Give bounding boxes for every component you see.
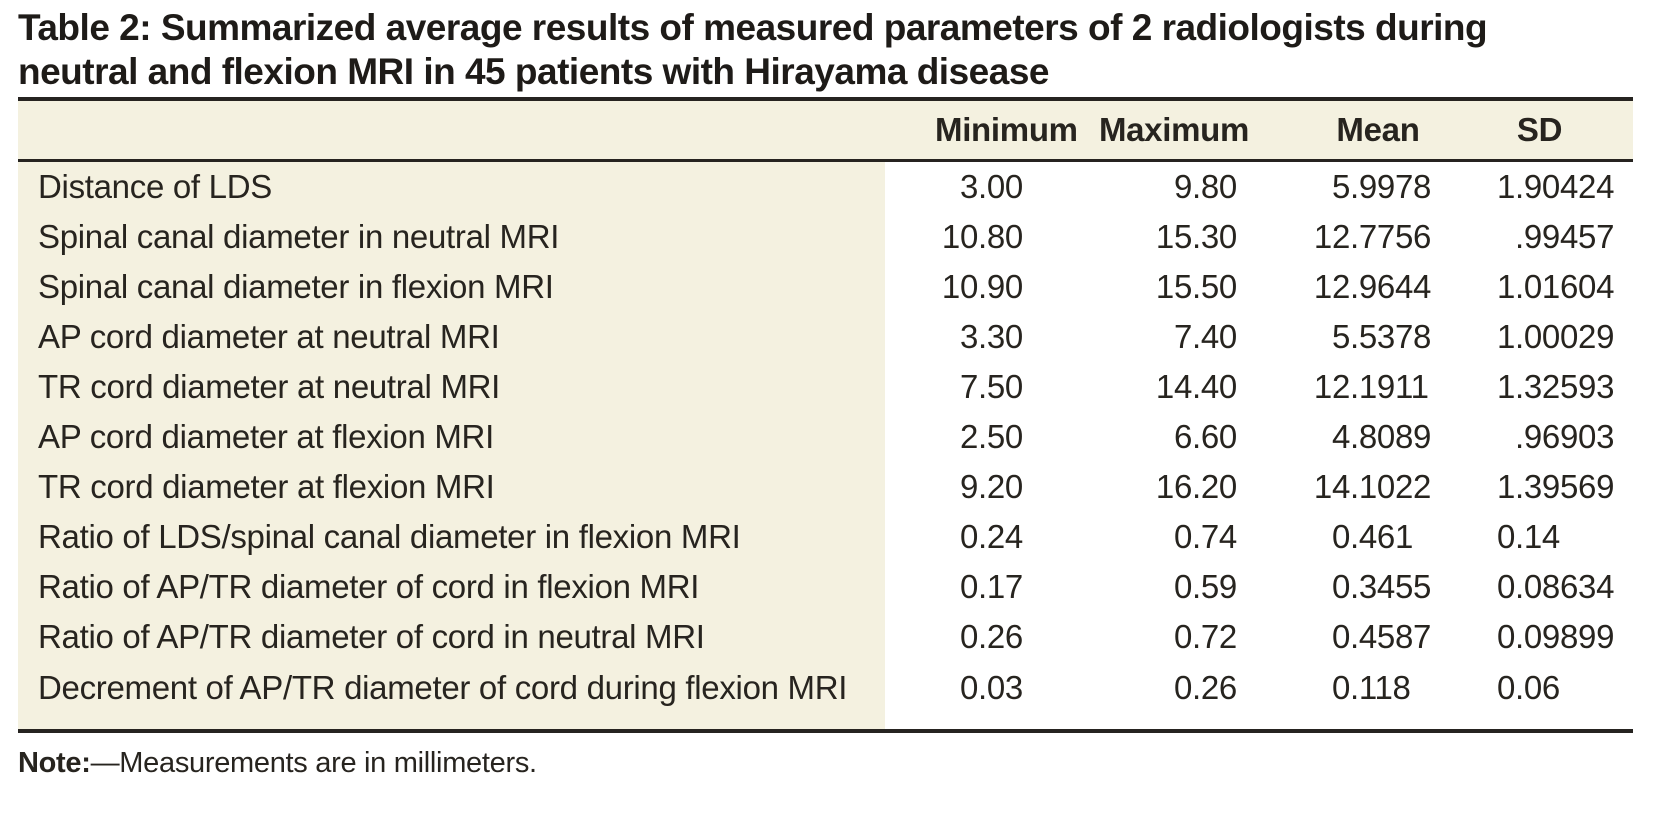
cell-mean: 14.1022 — [1313, 468, 1432, 505]
cell-sd: 1.00029 — [1496, 318, 1615, 355]
cell-maximum: 0.59 — [1173, 568, 1237, 605]
table-row: TR cord diameter at neutral MRI 7.50 14.… — [18, 362, 1633, 412]
table-body: Distance of LDS 3.00 9.80 5.9978 1.90424… — [18, 162, 1633, 729]
cell-minimum: 0.26 — [959, 618, 1023, 655]
cell-sd: 0.09899 — [1496, 618, 1615, 655]
page: Table 2: Summarized average results of m… — [18, 6, 1658, 780]
cell-mean: 5.5378 — [1331, 318, 1432, 355]
row-label: Distance of LDS — [18, 162, 885, 212]
table-row: AP cord diameter at flexion MRI 2.50 6.6… — [18, 412, 1633, 462]
cell-minimum: 3.00 — [959, 168, 1023, 205]
cell-mean: 0.461 — [1331, 518, 1414, 555]
table-row: Spinal canal diameter in flexion MRI 10.… — [18, 262, 1633, 312]
table-row: Ratio of AP/TR diameter of cord in flexi… — [18, 562, 1633, 612]
cell-maximum: 0.26 — [1173, 669, 1237, 706]
cell-minimum: 7.50 — [959, 368, 1023, 405]
table-header-row: Minimum Maximum Mean SD — [18, 101, 1633, 159]
cell-minimum: 0.17 — [959, 568, 1023, 605]
cell-sd: 1.01604 — [1496, 268, 1615, 305]
column-header-mean: Mean — [1336, 111, 1420, 148]
footnote-label: Note: — [18, 747, 91, 779]
table-row: Spinal canal diameter in neutral MRI 10.… — [18, 212, 1633, 262]
row-label: Decrement of AP/TR diameter of cord duri… — [18, 662, 885, 729]
footnote-text: —Measurements are in millimeters. — [90, 747, 537, 779]
cell-maximum: 16.20 — [1155, 468, 1237, 505]
column-header-sd: SD — [1516, 111, 1563, 148]
cell-mean: 12.1911 — [1313, 368, 1429, 405]
table-title: Table 2: Summarized average results of m… — [18, 6, 1633, 94]
table-row: Ratio of AP/TR diameter of cord in neutr… — [18, 612, 1633, 662]
table-row: TR cord diameter at flexion MRI 9.20 16.… — [18, 462, 1633, 512]
table-title-line-1: Table 2: Summarized average results of m… — [18, 7, 1488, 48]
table-row: AP cord diameter at neutral MRI 3.30 7.4… — [18, 312, 1633, 362]
cell-maximum: 14.40 — [1155, 368, 1237, 405]
cell-minimum: 2.50 — [959, 418, 1023, 455]
table-row: Decrement of AP/TR diameter of cord duri… — [18, 662, 1633, 729]
row-label: AP cord diameter at flexion MRI — [18, 412, 885, 462]
cell-maximum: 15.50 — [1155, 268, 1237, 305]
cell-minimum: 10.80 — [941, 218, 1023, 255]
column-header-maximum: Maximum — [1098, 111, 1250, 148]
row-label: TR cord diameter at flexion MRI — [18, 462, 885, 512]
cell-sd: .96903 — [1515, 418, 1615, 455]
cell-sd: 1.90424 — [1496, 168, 1615, 205]
row-label: Ratio of AP/TR diameter of cord in flexi… — [18, 562, 885, 612]
cell-sd: 0.06 — [1496, 669, 1560, 706]
table-row: Ratio of LDS/spinal canal diameter in fl… — [18, 512, 1633, 562]
row-label: TR cord diameter at neutral MRI — [18, 362, 885, 412]
cell-minimum: 0.03 — [959, 669, 1023, 706]
cell-mean: 0.3455 — [1331, 568, 1432, 605]
cell-sd: .99457 — [1515, 218, 1615, 255]
cell-maximum: 6.60 — [1173, 418, 1237, 455]
cell-mean: 0.4587 — [1331, 618, 1432, 655]
row-label: Ratio of AP/TR diameter of cord in neutr… — [18, 612, 885, 662]
cell-sd: 1.32593 — [1496, 368, 1615, 405]
cell-maximum: 0.74 — [1173, 518, 1237, 555]
cell-mean: 12.9644 — [1313, 268, 1432, 305]
bottom-rule — [18, 729, 1633, 733]
row-label: AP cord diameter at neutral MRI — [18, 312, 885, 362]
cell-mean: 0.118 — [1331, 669, 1411, 706]
table-title-line-2: neutral and flexion MRI in 45 patients w… — [18, 51, 1049, 92]
table-footnote: Note:—Measurements are in millimeters. — [18, 747, 1658, 780]
cell-minimum: 10.90 — [941, 268, 1023, 305]
row-label: Ratio of LDS/spinal canal diameter in fl… — [18, 512, 885, 562]
cell-sd: 0.14 — [1496, 518, 1560, 555]
cell-maximum: 15.30 — [1155, 218, 1237, 255]
table-row: Distance of LDS 3.00 9.80 5.9978 1.90424 — [18, 162, 1633, 212]
row-label: Spinal canal diameter in flexion MRI — [18, 262, 885, 312]
cell-maximum: 7.40 — [1173, 318, 1237, 355]
cell-maximum: 9.80 — [1173, 168, 1237, 205]
cell-minimum: 3.30 — [959, 318, 1023, 355]
header-rule — [18, 159, 1633, 162]
cell-mean: 5.9978 — [1331, 168, 1432, 205]
cell-maximum: 0.72 — [1173, 618, 1237, 655]
cell-minimum: 0.24 — [959, 518, 1023, 555]
cell-mean: 4.8089 — [1331, 418, 1432, 455]
top-rule — [18, 97, 1633, 101]
table-2: Table 2: Summarized average results of m… — [18, 6, 1633, 733]
cell-sd: 1.39569 — [1496, 468, 1615, 505]
cell-minimum: 9.20 — [959, 468, 1023, 505]
cell-mean: 12.7756 — [1313, 218, 1432, 255]
row-label: Spinal canal diameter in neutral MRI — [18, 212, 885, 262]
cell-sd: 0.08634 — [1496, 568, 1615, 605]
column-header-minimum: Minimum — [935, 111, 1078, 148]
